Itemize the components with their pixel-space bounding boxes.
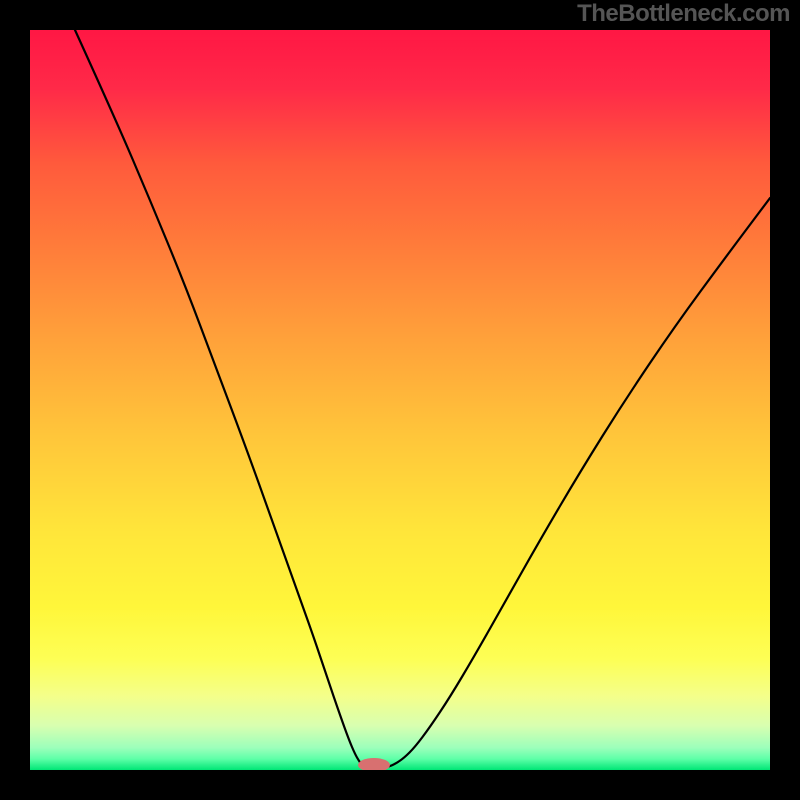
gradient-background [30,30,770,770]
chart-svg [30,30,770,770]
chart-container: TheBottleneck.com [0,0,800,800]
watermark-text: TheBottleneck.com [577,0,790,28]
plot-area [30,30,770,770]
